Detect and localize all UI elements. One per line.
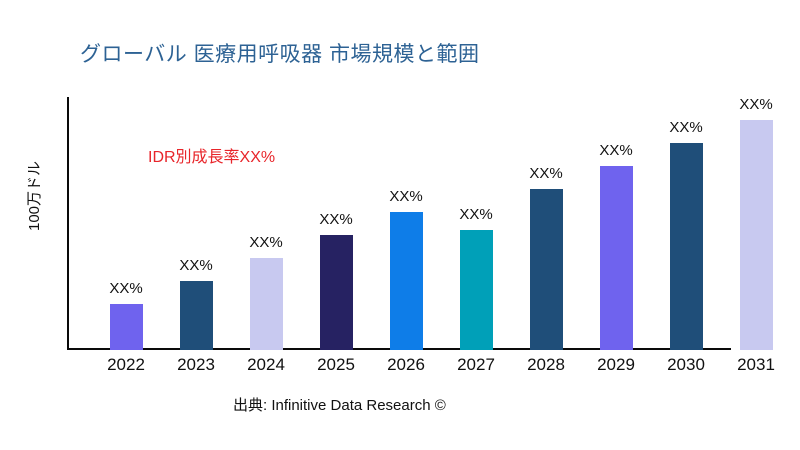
x-tick-label-2024: 2024: [247, 355, 285, 374]
x-tick-label-2025: 2025: [317, 355, 355, 374]
bar-value-label-2027: XX%: [459, 206, 493, 223]
plot-area: XX% 2022 XX% 2023 XX% 2024 XX% 2025 XX% 2026 XX% 20…: [67, 96, 780, 374]
x-tick-label-2026: 2026: [387, 355, 425, 374]
bar-value-label-2028: XX%: [529, 165, 563, 182]
bar-2026: [389, 212, 423, 350]
y-axis-line: [67, 97, 69, 350]
bar-value-label-2026: XX%: [389, 188, 423, 205]
bar-value-label-2031: XX%: [739, 96, 773, 113]
chart-title: グローバル 医療用呼吸器 市場規模と範囲: [80, 43, 480, 66]
bar-2025: [319, 235, 353, 350]
bar-2028: [529, 189, 563, 350]
bar-value-label-2022: XX%: [109, 280, 143, 297]
x-tick-label-2029: 2029: [597, 355, 635, 374]
bar-2030: [669, 143, 703, 350]
x-tick-label-2027: 2027: [457, 355, 495, 374]
y-axis-label: 100万ドル: [26, 160, 43, 232]
source-attribution: 出典: Infinitive Data Research ©: [233, 397, 446, 414]
bar-2031: [739, 120, 773, 350]
x-tick-label-2028: 2028: [527, 355, 565, 374]
bar-value-label-2025: XX%: [319, 211, 353, 228]
growth-rate-annotation: IDR別成長率XX%: [148, 149, 276, 166]
x-tick-label-2023: 2023: [177, 355, 215, 374]
bar-value-label-2023: XX%: [179, 257, 213, 274]
x-tick-label-2030: 2030: [667, 355, 705, 374]
bar-2029: [599, 166, 633, 350]
bar-value-label-2029: XX%: [599, 142, 633, 159]
x-tick-label-2022: 2022: [107, 355, 145, 374]
bar-value-label-2024: XX%: [249, 234, 283, 251]
bar-2022: [109, 304, 143, 350]
x-tick-label-2031: 2031: [737, 355, 775, 374]
bar-value-label-2030: XX%: [669, 119, 703, 136]
bar-2027: [459, 230, 493, 350]
bar-2024: [249, 258, 283, 350]
bar-2023: [179, 281, 213, 350]
